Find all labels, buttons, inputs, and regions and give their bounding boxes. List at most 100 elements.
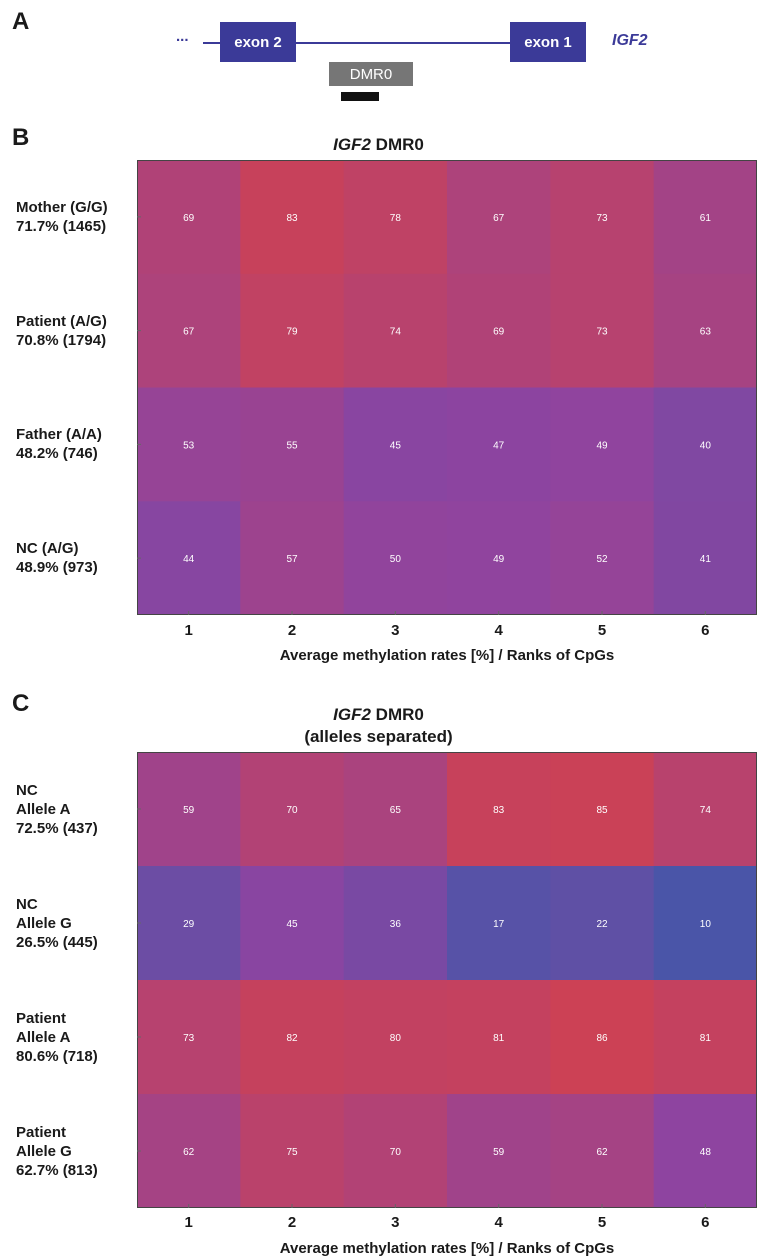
panel-letter-c: C <box>12 690 30 717</box>
heatmap-cell <box>240 387 345 502</box>
heatmap-cell <box>550 866 655 981</box>
heatmap-cell <box>550 1094 655 1208</box>
cell-value-label: 36 <box>390 919 402 930</box>
heatmap-cell <box>653 866 757 981</box>
cell-value-label: 73 <box>596 327 608 338</box>
cell-value-label: 61 <box>700 213 712 224</box>
cell-value-label: 69 <box>493 327 505 338</box>
heatmap-cell <box>447 752 551 867</box>
dmr-region-bar <box>341 92 379 101</box>
dmr-box: DMR0 <box>329 62 413 86</box>
cell-value-label: 10 <box>700 919 712 930</box>
heatmap-cell <box>447 273 551 388</box>
gene-line-left <box>203 42 220 44</box>
cell-value-label: 86 <box>596 1033 608 1044</box>
cell-value-label: 67 <box>493 213 505 224</box>
heatmap-cell <box>137 387 241 502</box>
cell-value-label: 79 <box>286 327 298 338</box>
heatmap-cell <box>653 501 757 615</box>
heatmap-c: 59 70 65 83 85 74 29 45 36 17 22 10 73 82 80 81 86 81 62 75… <box>137 752 757 1208</box>
heatmap-cell <box>343 866 448 981</box>
cell-value-label: 65 <box>390 805 402 816</box>
heatmap-cell <box>550 501 655 615</box>
cell-value-label: 80 <box>390 1033 402 1044</box>
cell-value-label: 85 <box>596 805 608 816</box>
heatmap-b-x-axis-label: Average methylation rates [%] / Ranks of… <box>279 647 615 664</box>
heatmap-c-title-line2: (alleles separated) <box>304 727 453 746</box>
heatmap-cell <box>550 387 655 502</box>
cell-value-label: 81 <box>493 1033 505 1044</box>
cell-value-label: 74 <box>700 805 712 816</box>
heatmap-cell <box>447 160 551 275</box>
heatmap-cell <box>240 160 345 275</box>
x-tick-label: 4 <box>494 1214 503 1231</box>
row-label: Patient Allele A 80.6% (718) <box>16 1009 98 1065</box>
cell-value-label: 48 <box>700 1147 712 1158</box>
cell-value-label: 59 <box>183 805 195 816</box>
heatmap-cell <box>343 501 448 615</box>
heatmap-b-title-gene: IGF2 <box>333 135 371 154</box>
heatmap-cell <box>343 980 448 1095</box>
heatmap-cell <box>137 160 241 275</box>
heatmap-cell <box>343 160 448 275</box>
heatmap-cell <box>550 160 655 275</box>
cell-value-label: 57 <box>286 554 298 565</box>
cell-value-label: 41 <box>700 554 712 565</box>
x-tick-label: 6 <box>701 1214 710 1231</box>
x-tick-label: 1 <box>184 622 193 639</box>
cell-value-label: 70 <box>390 1147 402 1158</box>
x-tick-label: 2 <box>287 622 297 639</box>
heatmap-c-title: IGF2 DMR0 (alleles separated) <box>0 704 757 748</box>
cell-value-label: 47 <box>493 440 505 451</box>
heatmap-c-x-axis-label: Average methylation rates [%] / Ranks of… <box>279 1240 615 1257</box>
heatmap-b-title: IGF2 DMR0 <box>0 135 757 155</box>
row-label: Patient (A/G) 70.8% (1794) <box>16 312 107 349</box>
heatmap-cell <box>240 980 345 1095</box>
intron-line <box>296 42 510 44</box>
heatmap-cell <box>240 752 345 867</box>
cell-value-label: 45 <box>390 440 402 451</box>
cell-value-label: 22 <box>596 919 608 930</box>
heatmap-cell <box>653 752 757 867</box>
heatmap-cell <box>343 752 448 867</box>
cell-value-label: 49 <box>596 440 608 451</box>
cell-value-label: 83 <box>493 805 505 816</box>
cell-value-label: 78 <box>390 213 402 224</box>
heatmap-cell <box>137 1094 241 1208</box>
cell-value-label: 62 <box>596 1147 608 1158</box>
cell-value-label: 73 <box>596 213 608 224</box>
heatmap-cell <box>653 1094 757 1208</box>
heatmap-cell <box>137 752 241 867</box>
cell-value-label: 63 <box>700 327 712 338</box>
heatmap-cell <box>137 866 241 981</box>
x-tick-label: 4 <box>494 622 503 639</box>
x-tick-label: 3 <box>391 622 400 639</box>
heatmap-cell <box>550 273 655 388</box>
ellipsis-label: ... <box>176 28 189 45</box>
cell-value-label: 44 <box>183 554 195 565</box>
cell-value-label: 74 <box>390 327 402 338</box>
cell-value-label: 29 <box>183 919 195 930</box>
row-label: Patient Allele G 62.7% (813) <box>16 1123 98 1179</box>
heatmap-cell <box>653 980 757 1095</box>
exon-2-box: exon 2 <box>220 22 296 62</box>
cell-value-label: 62 <box>183 1147 195 1158</box>
cell-value-label: 45 <box>286 919 298 930</box>
exon-1-box: exon 1 <box>510 22 586 62</box>
cell-value-label: 83 <box>286 213 298 224</box>
heatmap-cell <box>653 160 757 275</box>
row-label: NC Allele A 72.5% (437) <box>16 781 98 837</box>
cell-value-label: 49 <box>493 554 505 565</box>
row-label: NC Allele G 26.5% (445) <box>16 895 98 951</box>
heatmap-cell <box>343 1094 448 1208</box>
heatmap-c-title-gene: IGF2 <box>333 705 371 724</box>
heatmap-cell <box>137 501 241 615</box>
x-tick-label: 5 <box>597 622 607 639</box>
panel-letter-b: B <box>12 124 30 151</box>
row-label: Father (A/A) 48.2% (746) <box>16 426 102 463</box>
heatmap-cell <box>137 273 241 388</box>
cell-value-label: 73 <box>183 1033 195 1044</box>
x-tick-label: 5 <box>597 1214 607 1231</box>
cell-value-label: 75 <box>286 1147 298 1158</box>
heatmap-c-title-rest: DMR0 <box>370 705 424 724</box>
